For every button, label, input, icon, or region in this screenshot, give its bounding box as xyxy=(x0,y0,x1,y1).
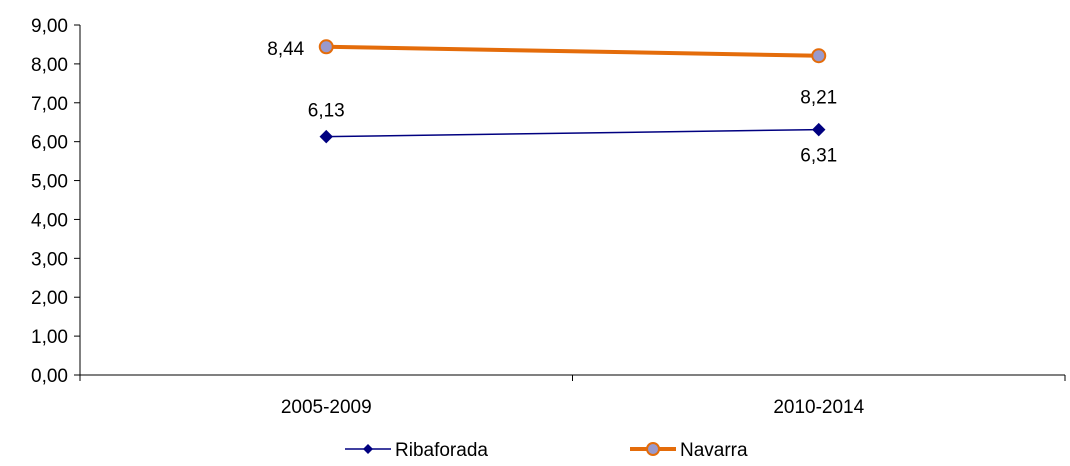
series-group xyxy=(318,39,827,144)
x-tick-label: 2010-2014 xyxy=(773,397,864,418)
data-point-marker xyxy=(812,122,826,137)
y-tick-label: 8,00 xyxy=(31,55,68,76)
y-tick-label: 1,00 xyxy=(31,327,68,348)
y-tick-label: 3,00 xyxy=(31,249,68,270)
y-tick-label: 7,00 xyxy=(31,94,68,115)
data-label: 6,13 xyxy=(308,101,345,122)
data-point-marker xyxy=(811,48,827,64)
y-tick-label: 0,00 xyxy=(31,366,68,387)
series-line-navarra xyxy=(326,44,819,58)
axes: 0,00 1,00 2,00 3,00 4,00 5,00 6,00 7,00 8,00 9,00… xyxy=(31,16,1066,418)
legend-label: Navarra xyxy=(680,440,748,461)
legend: Ribaforada Navarra xyxy=(345,440,748,461)
y-tick-label: 9,00 xyxy=(31,16,68,37)
data-labels: 6,13 6,31 8,44 8,21 xyxy=(267,39,837,167)
legend-swatch-marker xyxy=(646,442,660,456)
series-line-ribaforada xyxy=(326,128,819,138)
legend-label: Ribaforada xyxy=(395,440,488,461)
y-tick-label: 5,00 xyxy=(31,172,68,193)
x-tick-label: 2005-2009 xyxy=(281,397,372,418)
data-label: 8,21 xyxy=(800,88,837,109)
data-label: 8,44 xyxy=(267,39,304,60)
y-tick-label: 6,00 xyxy=(31,133,68,154)
y-tick-label: 4,00 xyxy=(31,210,68,231)
y-tick-label: 2,00 xyxy=(31,288,68,309)
data-point-marker xyxy=(318,39,334,55)
data-label: 6,31 xyxy=(800,146,837,167)
data-point-marker xyxy=(319,129,333,144)
legend-swatch-marker xyxy=(363,444,373,454)
